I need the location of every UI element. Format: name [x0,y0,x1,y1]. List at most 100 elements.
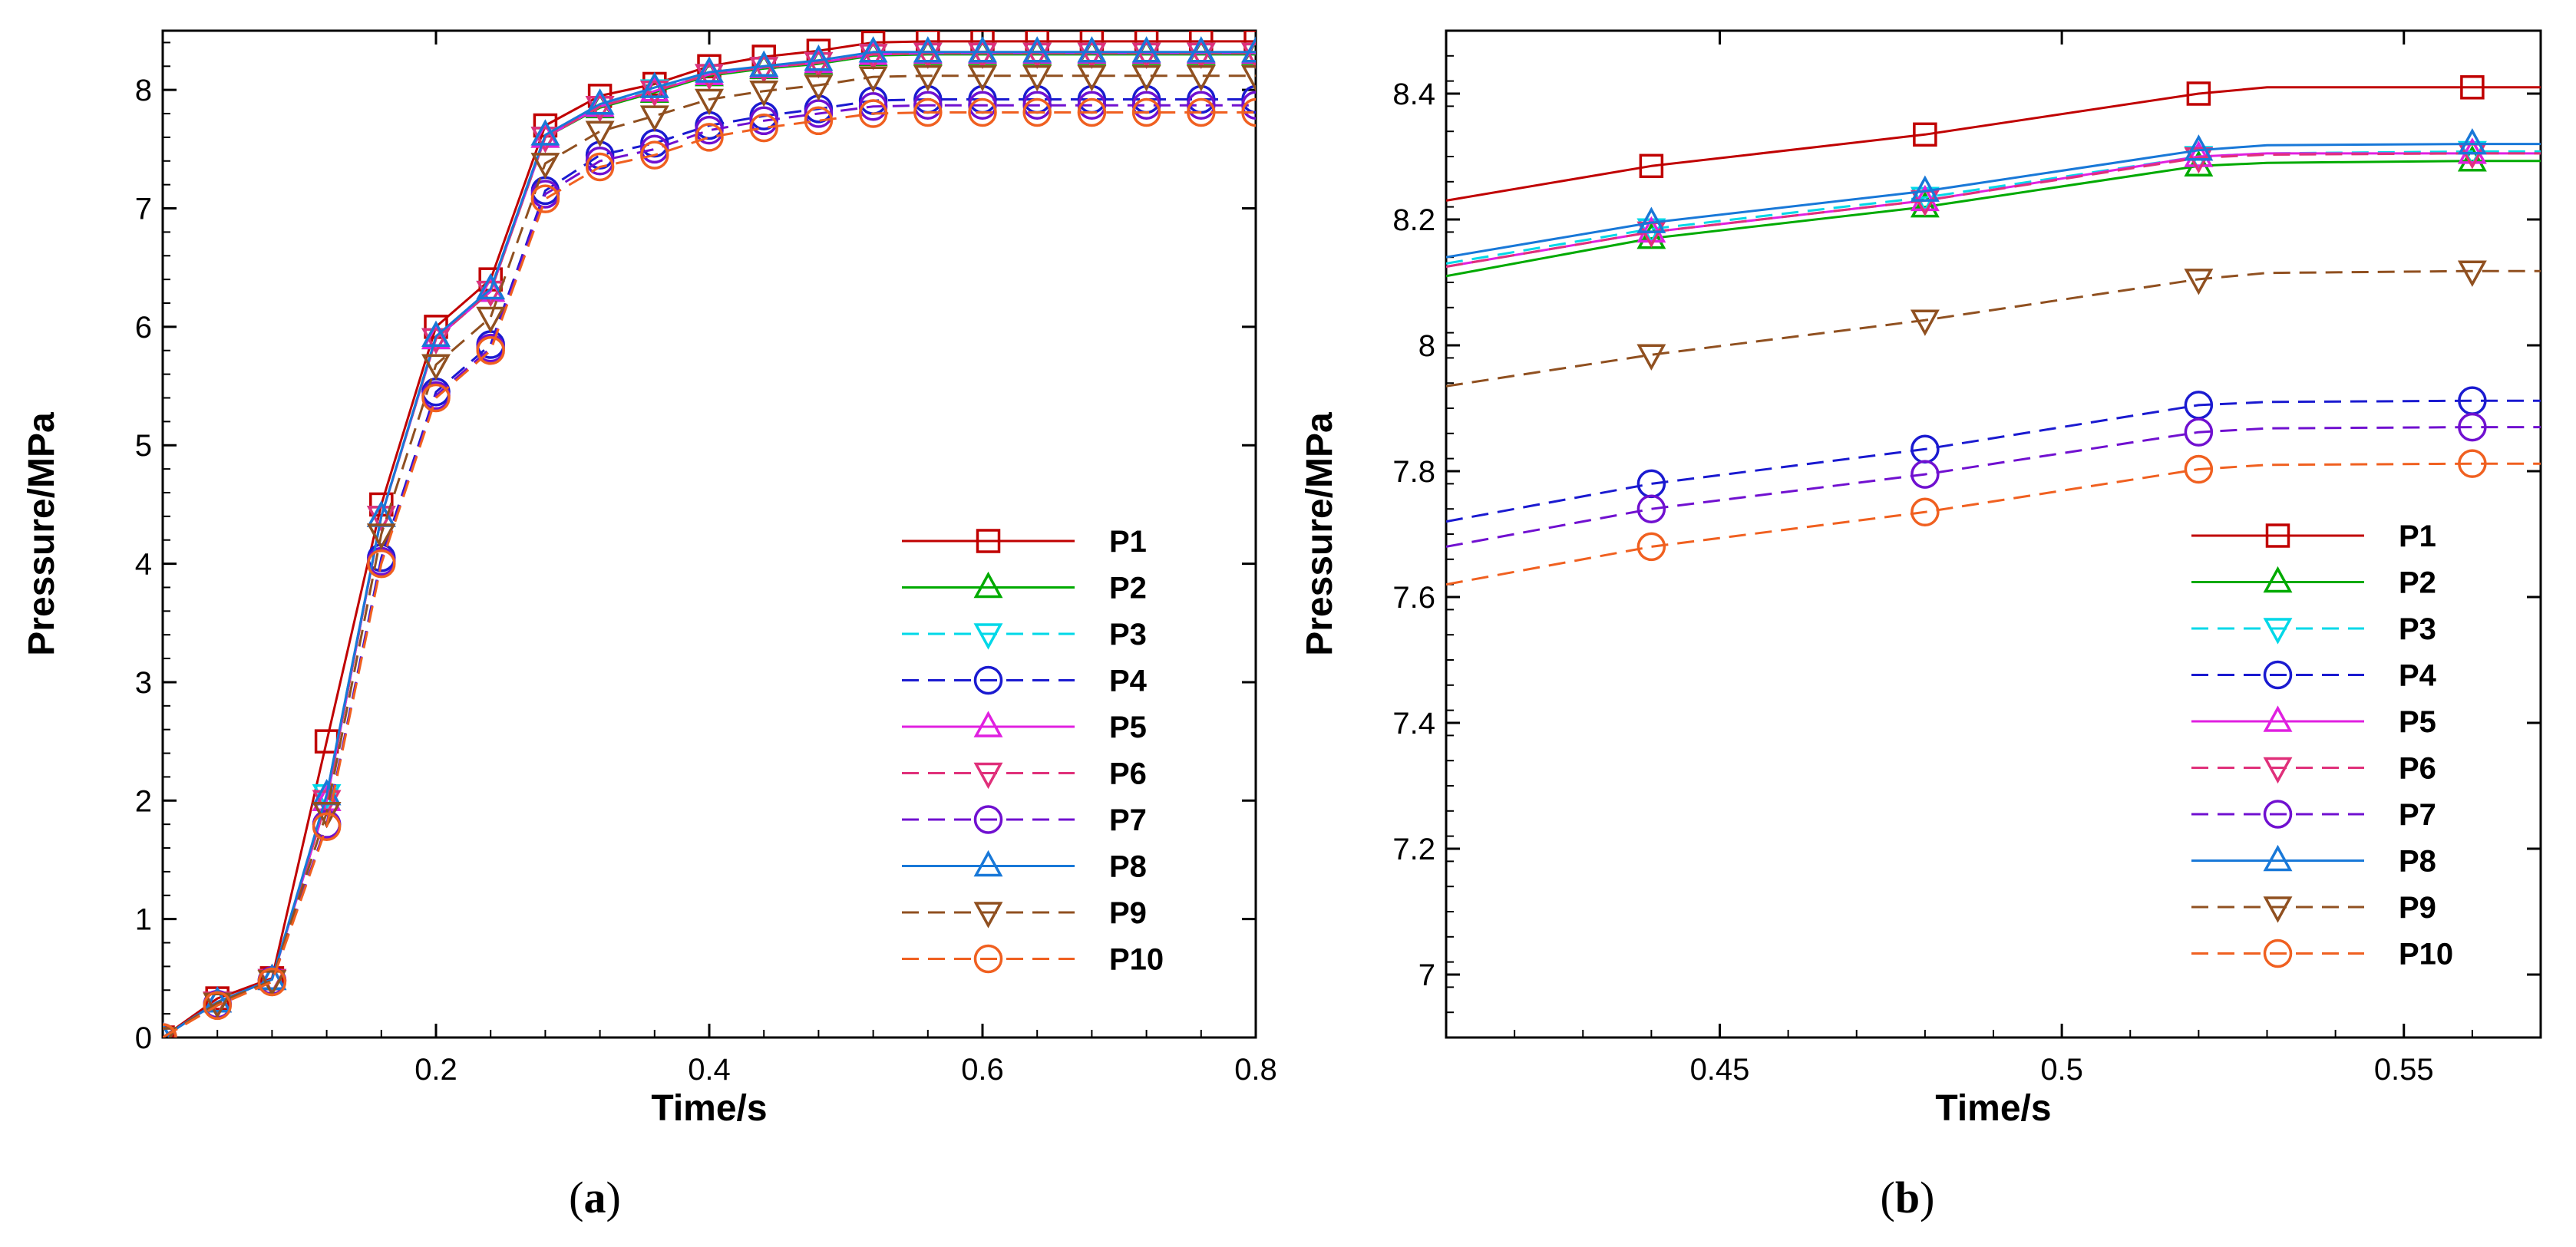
series-line-p1 [163,40,1256,1038]
data-point-p10 [421,383,451,413]
data-point-p9 [1186,64,1216,92]
series-line-p5 [163,51,1256,1038]
series-line-p4 [1446,399,2541,523]
data-point-p9 [968,64,997,92]
data-point-p9 [2457,260,2487,287]
data-point-p7 [1911,460,1940,489]
x-tick-label: 0.8 [1234,1053,1277,1087]
data-point-p8 [968,36,997,63]
legend-label-p3: P3 [2399,612,2436,646]
data-point-p1 [2186,81,2211,106]
y-tick-label: 2 [135,784,152,818]
data-point-p7 [913,91,943,120]
y-tick-label: 7.6 [1392,581,1435,615]
y-axis-title: Pressure/MPa [21,412,62,656]
x-tick-label: 0.4 [688,1053,731,1087]
data-point-p9 [476,306,506,334]
legend-marker-p4 [2263,660,2293,690]
series-line-p2 [1446,160,2541,278]
legend-marker-p6 [973,762,1003,790]
data-point-p9 [1131,64,1161,92]
plot-area [163,31,1256,1038]
y-tick-label: 5 [135,429,152,463]
legend-label-p5: P5 [1109,711,1147,744]
series-line-p4 [163,98,1256,1038]
legend-label-p4: P4 [1109,665,1148,698]
legend-marker-p1 [976,529,1001,553]
data-point-p8 [1077,36,1107,63]
series-line-p8 [1446,143,2541,259]
legend-marker-p4 [973,665,1003,695]
data-point-p9 [366,523,396,550]
data-point-p10 [968,97,997,127]
legend-label-p4: P4 [2399,659,2437,693]
y-tick-label: 8.2 [1392,203,1435,237]
legend-marker-p3 [973,623,1003,650]
series-line-p5 [1446,152,2541,268]
legend-label-p6: P6 [2399,752,2436,786]
data-point-p10 [1187,97,1216,127]
x-tick-label: 0.5 [2040,1053,2083,1087]
legend-marker-p5 [2263,705,2293,732]
data-point-p10 [257,967,287,997]
data-point-p8 [639,71,669,98]
data-point-p10 [2458,449,2487,478]
data-point-p10 [913,97,943,127]
series-line-p9 [163,74,1256,1038]
legend-label-p5: P5 [2399,705,2436,739]
data-point-p8 [476,272,506,300]
data-point-p7 [2458,412,2487,442]
legend-label-p10: P10 [1109,943,1164,977]
data-point-p5 [2457,137,2487,164]
series-line-p6 [163,51,1256,1038]
data-point-p10 [1131,97,1161,127]
data-point-p8 [203,986,233,1013]
series-line-p9 [1446,269,2541,388]
data-point-p7 [968,91,997,120]
legend-marker-p6 [2263,757,2293,784]
y-tick-label: 4 [135,548,152,582]
data-point-p10 [1636,532,1666,562]
data-point-p8 [530,119,560,146]
data-point-p8 [2457,127,2487,155]
data-point-p6 [913,42,943,69]
data-point-p8 [257,963,287,991]
legend-marker-p5 [973,711,1003,737]
data-point-p9 [1910,309,1940,336]
data-point-p9 [421,354,451,381]
data-point-p8 [1910,175,1940,202]
data-point-p9 [1077,64,1107,92]
data-point-p9 [2184,269,2214,295]
data-point-p10 [695,123,724,152]
y-tick-label: 8 [135,74,152,107]
data-point-p10 [804,106,834,136]
data-point-p6 [695,64,724,91]
legend-marker-p7 [2263,800,2293,829]
data-point-p6 [804,51,834,79]
data-point-p9 [695,88,724,116]
data-point-p7 [2184,417,2214,447]
data-point-p8 [2184,134,2214,161]
x-axis-title: Time/s [1935,1088,2051,1129]
x-tick-label: 0.45 [1690,1053,1750,1087]
data-point-p10 [1241,97,1256,127]
data-point-p9 [639,105,669,132]
data-point-p9 [804,74,834,101]
data-point-p8 [1186,36,1216,63]
y-tick-label: 6 [135,311,152,345]
data-point-p2 [2457,145,2487,172]
data-point-p10 [585,152,615,182]
data-point-p8 [1022,36,1052,63]
data-point-p7 [640,134,669,164]
series-line-p7 [163,104,1256,1038]
panel-caption-a: (a) [569,1173,621,1222]
data-point-p9 [913,64,943,92]
legend-label-p2: P2 [2399,566,2436,600]
data-point-p10 [530,184,560,213]
legend: P1 P2 P3 P4 P5 P6 P7 P8 P9 P10 [902,525,1164,977]
data-point-p9 [530,153,560,180]
data-point-p1 [1913,122,1937,147]
legend-label-p8: P8 [2399,845,2436,879]
data-point-p5 [1910,184,1940,212]
data-point-p8 [749,50,779,78]
